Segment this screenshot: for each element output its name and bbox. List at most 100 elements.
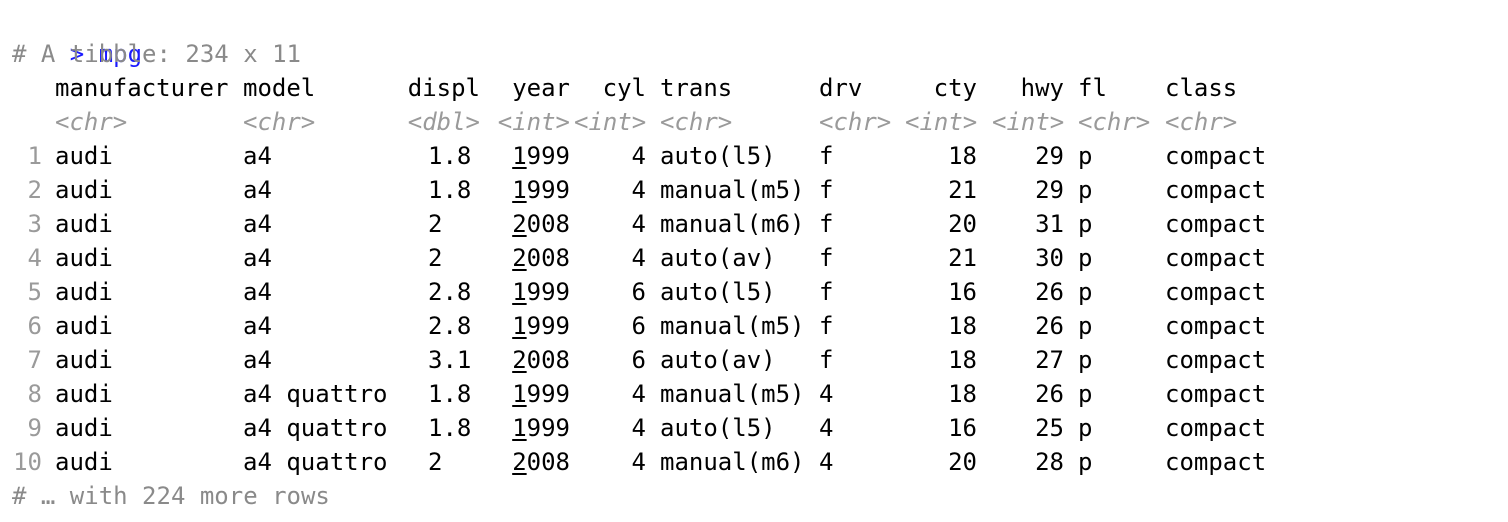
column-type-drv: <chr>	[819, 108, 892, 136]
column-type-cyl: <int>	[574, 108, 647, 136]
cell-fl: p	[1078, 210, 1093, 238]
cell-displ: 1.8	[428, 414, 472, 442]
cell-manufacturer: audi	[55, 210, 113, 238]
cell-trans: manual(m5)	[660, 380, 805, 408]
cell-year: 1999	[488, 309, 570, 343]
cell-model: a4	[243, 278, 272, 306]
table-row: 7 audi a4 3.1 2008 6 auto(av) f 18 27 p compact	[12, 343, 1267, 377]
cell-cyl: 6	[631, 312, 646, 340]
cell-cyl: 4	[631, 448, 646, 476]
row-index: 1	[27, 142, 42, 170]
cell-model: a4	[243, 312, 272, 340]
r-console-output: > mpg # A tibble: 234 x 11 manufacturer m…	[12, 3, 1267, 513]
year-remaining-digits: 999	[526, 278, 570, 306]
year-leading-digit: 1	[512, 380, 527, 408]
cell-fl: p	[1078, 142, 1093, 170]
row-index: 2	[27, 176, 42, 204]
cell-cty: 21	[948, 176, 977, 204]
cell-year: 1999	[488, 173, 570, 207]
year-remaining-digits: 008	[526, 210, 570, 238]
cell-model: a4	[243, 176, 272, 204]
table-row: 9 audi a4 quattro 1.8 1999 4 auto(l5) 4 16 25 p com…	[12, 411, 1267, 445]
cell-manufacturer: audi	[55, 380, 113, 408]
cell-trans: manual(m5)	[660, 176, 805, 204]
table-body: 1 audi a4 1.8 1999 4 auto(l5) f 18 29 p compact 2 aud…	[12, 139, 1267, 479]
tibble-table: manufacturer model displ year cyl trans drv cty…	[12, 71, 1267, 479]
cell-displ: 3.1	[428, 346, 472, 374]
year-leading-digit: 2	[512, 346, 527, 374]
column-type-model: <chr>	[243, 108, 316, 136]
table-row: 1 audi a4 1.8 1999 4 auto(l5) f 18 29 p compact	[12, 139, 1267, 173]
column-header-class: class	[1165, 74, 1238, 102]
cell-cyl: 6	[631, 346, 646, 374]
year-leading-digit: 2	[512, 448, 527, 476]
cell-hwy: 26	[1035, 278, 1064, 306]
cell-fl: p	[1078, 278, 1093, 306]
cell-drv: f	[819, 244, 834, 272]
year-leading-digit: 2	[512, 244, 527, 272]
cell-displ: 1.8	[428, 380, 472, 408]
cell-year: 1999	[488, 377, 570, 411]
tibble-header: # A tibble: 234 x 11	[12, 40, 301, 68]
cell-cyl: 4	[631, 414, 646, 442]
cell-hwy: 26	[1035, 380, 1064, 408]
cell-manufacturer: audi	[55, 278, 113, 306]
year-remaining-digits: 008	[526, 346, 570, 374]
cell-displ: 1.8	[428, 176, 472, 204]
cell-hwy: 29	[1035, 142, 1064, 170]
cell-cty: 16	[948, 278, 977, 306]
cell-fl: p	[1078, 244, 1093, 272]
cell-class: compact	[1165, 312, 1267, 340]
cell-drv: 4	[819, 448, 834, 476]
cell-cty: 18	[948, 380, 977, 408]
year-leading-digit: 2	[512, 210, 527, 238]
cell-displ: 2.8	[428, 312, 472, 340]
column-type-fl: <chr>	[1078, 108, 1151, 136]
column-type-manufacturer: <chr>	[55, 108, 128, 136]
cell-cty: 18	[948, 142, 977, 170]
column-type-cty: <int>	[905, 108, 978, 136]
cell-year: 1999	[488, 139, 570, 173]
column-type-year: <int>	[497, 108, 570, 136]
cell-cty: 20	[948, 210, 977, 238]
cell-year: 2008	[488, 343, 570, 377]
cell-fl: p	[1078, 176, 1093, 204]
row-index: 3	[27, 210, 42, 238]
cell-displ: 2	[428, 448, 443, 476]
cell-year: 2008	[488, 241, 570, 275]
cell-class: compact	[1165, 448, 1267, 476]
cell-cyl: 4	[631, 176, 646, 204]
year-remaining-digits: 999	[526, 176, 570, 204]
cell-class: compact	[1165, 176, 1267, 204]
cell-fl: p	[1078, 346, 1093, 374]
cell-hwy: 28	[1035, 448, 1064, 476]
column-header-model: model	[243, 74, 316, 102]
cell-drv: f	[819, 210, 834, 238]
cell-trans: auto(l5)	[660, 414, 776, 442]
cell-model: a4	[243, 346, 272, 374]
cell-trans: manual(m5)	[660, 312, 805, 340]
column-type-trans: <chr>	[660, 108, 733, 136]
more-rows-footer: # … with 224 more rows	[12, 482, 330, 510]
cell-drv: f	[819, 278, 834, 306]
year-leading-digit: 1	[512, 278, 527, 306]
cell-drv: 4	[819, 380, 834, 408]
cell-class: compact	[1165, 244, 1267, 272]
table-row: 4 audi a4 2 2008 4 auto(av) f 21 30 p compact	[12, 241, 1267, 275]
cell-drv: f	[819, 346, 834, 374]
table-row: 8 audi a4 quattro 1.8 1999 4 manual(m5) 4 18 26 p c…	[12, 377, 1267, 411]
cell-year: 2008	[488, 445, 570, 479]
column-header-year: year	[512, 74, 570, 102]
year-leading-digit: 1	[512, 414, 527, 442]
cell-model: a4	[243, 244, 272, 272]
column-type-class: <chr>	[1165, 108, 1238, 136]
cell-drv: f	[819, 142, 834, 170]
cell-fl: p	[1078, 312, 1093, 340]
cell-trans: manual(m6)	[660, 210, 805, 238]
prompt-symbol: >	[69, 40, 85, 68]
cell-displ: 2	[428, 244, 443, 272]
cell-trans: auto(l5)	[660, 142, 776, 170]
cell-model: a4	[243, 142, 272, 170]
cell-manufacturer: audi	[55, 176, 113, 204]
cell-cty: 16	[948, 414, 977, 442]
